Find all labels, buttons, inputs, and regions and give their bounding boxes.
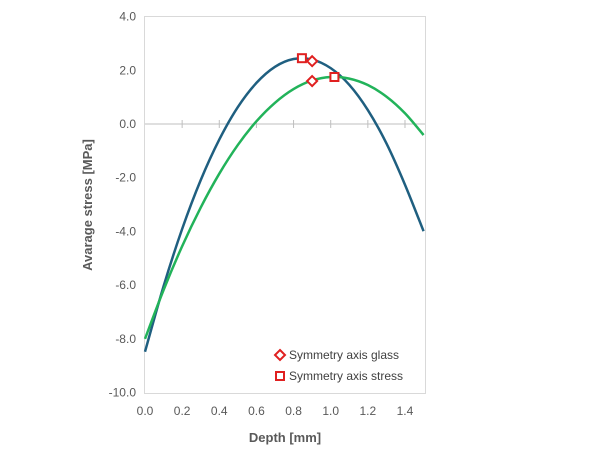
diamond-marker xyxy=(305,74,319,88)
y-tick-label: -4.0 xyxy=(115,224,136,238)
y-tick-label: -10.0 xyxy=(109,386,137,400)
square-marker xyxy=(296,53,307,64)
legend-label: Symmetry axis stress xyxy=(289,369,403,383)
x-tick-label: 0.6 xyxy=(248,404,265,418)
y-tick-label: 0.0 xyxy=(119,117,136,131)
x-tick-label: 1.4 xyxy=(397,404,414,418)
legend: Symmetry axis glass Symmetry axis stress xyxy=(273,348,403,383)
x-tick-label: 1.0 xyxy=(322,404,339,418)
y-tick-label: -2.0 xyxy=(115,171,136,185)
x-tick-label: 0.0 xyxy=(137,404,154,418)
y-tick-label: 2.0 xyxy=(119,63,136,77)
x-tick-label: 0.8 xyxy=(285,404,302,418)
x-tick-label: 0.2 xyxy=(174,404,191,418)
plot-area xyxy=(144,16,426,394)
x-tick-label: 0.4 xyxy=(211,404,228,418)
legend-square-icon xyxy=(275,371,285,381)
diamond-marker xyxy=(305,54,319,68)
y-tick-label: 4.0 xyxy=(119,10,136,24)
y-axis-title: Avarage stress [MPa] xyxy=(80,139,95,271)
series-line-2 xyxy=(143,75,425,340)
legend-label: Symmetry axis glass xyxy=(289,348,399,362)
series-line-1 xyxy=(143,56,425,353)
y-tick-label: -8.0 xyxy=(115,332,136,346)
x-tick-label: 1.2 xyxy=(359,404,376,418)
square-marker xyxy=(329,71,340,82)
x-axis-title: Depth [mm] xyxy=(249,430,321,445)
y-tick-label: -6.0 xyxy=(115,278,136,292)
legend-diamond-icon xyxy=(273,348,287,362)
